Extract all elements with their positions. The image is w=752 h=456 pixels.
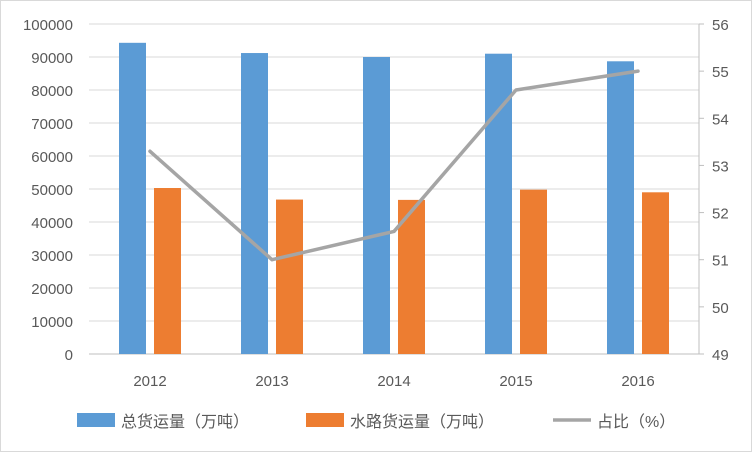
left-y-tick-label: 100000 (23, 17, 73, 34)
legend-swatch-total (77, 413, 115, 427)
gridlines (89, 23, 699, 322)
right-y-tick-label: 54 (712, 111, 729, 128)
waterway-freight-bar (276, 199, 303, 354)
right-y-tick-label: 56 (712, 17, 729, 34)
legend: 总货运量（万吨） 水路货运量（万吨） 占比（%） (77, 413, 675, 431)
left-y-tick-label: 90000 (31, 50, 73, 67)
total-freight-bar (485, 53, 512, 354)
x-tick-label: 2016 (621, 373, 654, 390)
right-y-tick-label: 50 (712, 300, 729, 317)
total-freight-bar (241, 53, 268, 354)
legend-label: 总货运量（万吨） (121, 413, 249, 431)
share-point (392, 229, 396, 233)
x-tick-label: 2013 (255, 373, 288, 390)
left-y-tick-label: 50000 (31, 182, 73, 199)
share-point (636, 69, 640, 73)
legend-swatch-waterway (306, 413, 344, 427)
left-y-tick-label: 0 (65, 347, 73, 364)
axes (89, 23, 704, 355)
tick-labels: 0 10000 20000 30000 40000 50000 60000 70000 8000… (23, 17, 729, 390)
left-y-tick-label: 20000 (31, 281, 73, 298)
share-point (270, 258, 274, 262)
legend-label: 水路货运量（万吨） (350, 413, 494, 431)
x-tick-label: 2014 (377, 373, 410, 390)
share-point (514, 88, 518, 92)
left-y-tick-label: 30000 (31, 248, 73, 265)
waterway-freight-bar (520, 189, 547, 354)
left-y-tick-label: 60000 (31, 149, 73, 166)
right-y-tick-label: 55 (712, 64, 729, 81)
right-y-tick-label: 51 (712, 253, 729, 270)
right-y-tick-label: 53 (712, 158, 729, 175)
waterway-freight-bar (642, 192, 669, 354)
left-y-tick-label: 80000 (31, 83, 73, 100)
left-y-tick-label: 70000 (31, 116, 73, 133)
total-freight-bar (119, 42, 146, 355)
x-tick-label: 2015 (499, 373, 532, 390)
waterway-freight-bar (154, 188, 181, 354)
bars (119, 42, 669, 355)
right-y-tick-label: 49 (712, 347, 729, 364)
left-y-tick-label: 40000 (31, 215, 73, 232)
share-point (148, 149, 152, 153)
right-y-tick-label: 52 (712, 206, 729, 223)
line-series (148, 69, 640, 262)
total-freight-bar (607, 61, 634, 354)
left-y-tick-label: 10000 (31, 314, 73, 331)
waterway-freight-bar (398, 199, 425, 354)
legend-label: 占比（%） (597, 413, 675, 431)
x-tick-label: 2012 (133, 373, 166, 390)
total-freight-bar (363, 57, 390, 354)
